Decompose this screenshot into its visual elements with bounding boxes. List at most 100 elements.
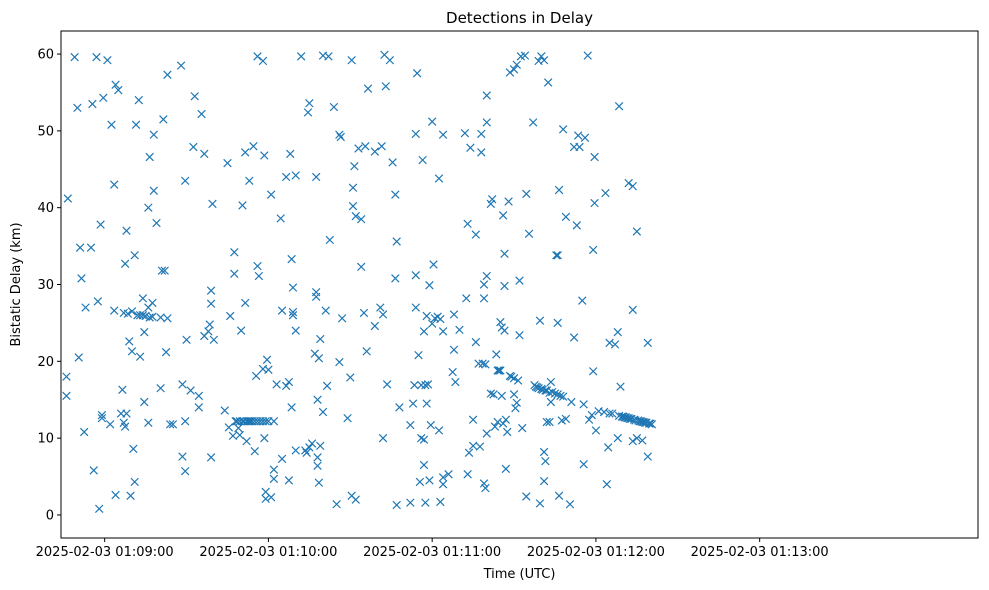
data-point	[418, 155, 427, 165]
data-point	[105, 420, 115, 429]
data-point	[421, 380, 430, 390]
data-point	[234, 423, 243, 433]
data-point	[588, 245, 598, 255]
data-point	[351, 495, 360, 504]
data-point	[518, 423, 527, 433]
data-point	[180, 417, 190, 426]
data-point	[496, 366, 505, 375]
data-point	[377, 142, 386, 151]
x-axis-label: Time (UTC)	[483, 567, 556, 582]
data-point	[70, 52, 79, 62]
data-point	[487, 195, 497, 204]
data-point	[140, 327, 149, 337]
data-point	[291, 326, 300, 335]
data-point	[114, 85, 123, 95]
data-point	[425, 476, 434, 485]
data-point	[163, 314, 172, 323]
data-point	[291, 446, 300, 455]
data-point	[62, 372, 71, 381]
data-point	[266, 190, 276, 199]
data-point	[94, 504, 104, 514]
data-point	[269, 417, 279, 426]
data-point	[515, 276, 524, 285]
data-point	[638, 436, 647, 445]
data-point	[444, 470, 453, 479]
data-point	[449, 310, 459, 319]
data-point	[411, 271, 421, 280]
data-point	[509, 373, 519, 383]
plot-background	[61, 31, 978, 538]
data-point	[238, 201, 247, 210]
data-point	[477, 129, 486, 139]
data-point	[287, 254, 296, 264]
data-point	[97, 410, 107, 420]
data-point	[178, 452, 187, 461]
data-point	[419, 435, 429, 444]
data-point	[235, 417, 244, 426]
data-point	[493, 417, 502, 427]
data-point	[511, 403, 520, 413]
axis-ticks: 2025-02-03 01:09:00 2025-02-03 01:10:00 20…	[36, 48, 829, 560]
data-point	[554, 491, 564, 500]
data-point	[194, 403, 204, 412]
data-point	[434, 426, 444, 435]
data-point	[591, 426, 601, 435]
data-point	[148, 312, 157, 321]
data-point	[182, 335, 191, 345]
data-point	[466, 143, 475, 152]
data-point	[287, 403, 296, 412]
data-point	[482, 91, 491, 100]
data-point	[643, 452, 652, 461]
data-point	[176, 61, 186, 70]
data-point	[73, 103, 82, 113]
y-tick-label: 40	[37, 201, 54, 216]
data-point	[558, 125, 568, 134]
data-point	[605, 338, 614, 348]
data-point	[335, 357, 344, 367]
data-point	[240, 298, 250, 308]
data-point	[515, 330, 524, 340]
data-point	[535, 499, 545, 508]
data-point	[448, 367, 457, 377]
data-point	[165, 420, 175, 429]
y-tick-label: 0	[46, 508, 54, 523]
data-point	[381, 82, 390, 91]
data-point	[423, 380, 433, 389]
data-point	[584, 415, 594, 424]
data-point	[288, 307, 298, 317]
data-point	[502, 427, 512, 437]
data-point	[206, 453, 216, 462]
data-point	[535, 316, 545, 325]
data-point	[144, 203, 153, 212]
data-point	[438, 480, 448, 489]
data-point	[205, 320, 214, 329]
data-point	[359, 308, 369, 318]
data-point	[378, 310, 388, 319]
data-point	[178, 380, 187, 389]
data-point	[579, 400, 588, 409]
data-point	[324, 52, 333, 61]
data-point	[438, 473, 448, 482]
data-point	[322, 381, 332, 391]
data-points	[62, 50, 657, 514]
data-point	[122, 409, 131, 418]
data-point	[134, 95, 144, 105]
data-point	[131, 120, 141, 129]
data-point	[145, 152, 154, 162]
data-point	[550, 389, 560, 398]
data-point	[494, 366, 504, 375]
data-point	[468, 441, 478, 451]
data-point	[348, 183, 358, 192]
data-point	[509, 65, 519, 74]
data-point	[356, 214, 366, 224]
data-point	[348, 201, 358, 211]
data-point	[601, 188, 610, 198]
data-point	[481, 483, 490, 493]
data-point	[378, 433, 388, 443]
data-point	[160, 266, 169, 275]
y-tick-label: 50	[37, 124, 54, 139]
data-point	[311, 287, 321, 297]
data-point	[553, 318, 562, 328]
data-point	[88, 99, 97, 109]
data-point	[482, 118, 491, 127]
